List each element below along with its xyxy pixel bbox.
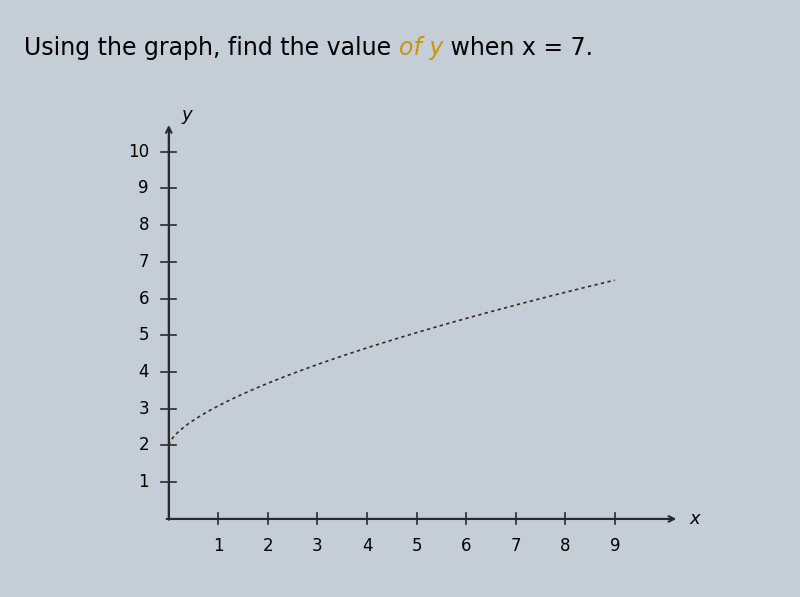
- Text: of y: of y: [398, 36, 443, 60]
- Text: 6: 6: [461, 537, 471, 555]
- Text: 9: 9: [138, 179, 149, 197]
- Text: 8: 8: [138, 216, 149, 234]
- Text: 3: 3: [138, 400, 149, 418]
- Text: 9: 9: [610, 537, 620, 555]
- Text: when x = 7.: when x = 7.: [443, 36, 593, 60]
- Text: 6: 6: [138, 290, 149, 307]
- Text: 10: 10: [128, 143, 149, 161]
- Text: y: y: [181, 106, 192, 124]
- Text: 2: 2: [262, 537, 274, 555]
- Text: 5: 5: [411, 537, 422, 555]
- Text: 1: 1: [138, 473, 149, 491]
- Text: 4: 4: [138, 363, 149, 381]
- Text: Using the graph, find the value: Using the graph, find the value: [24, 36, 398, 60]
- Text: 1: 1: [213, 537, 224, 555]
- Text: 4: 4: [362, 537, 372, 555]
- Text: 7: 7: [510, 537, 521, 555]
- Text: 5: 5: [138, 326, 149, 344]
- Text: 8: 8: [560, 537, 570, 555]
- Text: 2: 2: [138, 436, 149, 454]
- Text: 3: 3: [312, 537, 322, 555]
- Text: x: x: [689, 510, 700, 528]
- Text: 7: 7: [138, 253, 149, 271]
